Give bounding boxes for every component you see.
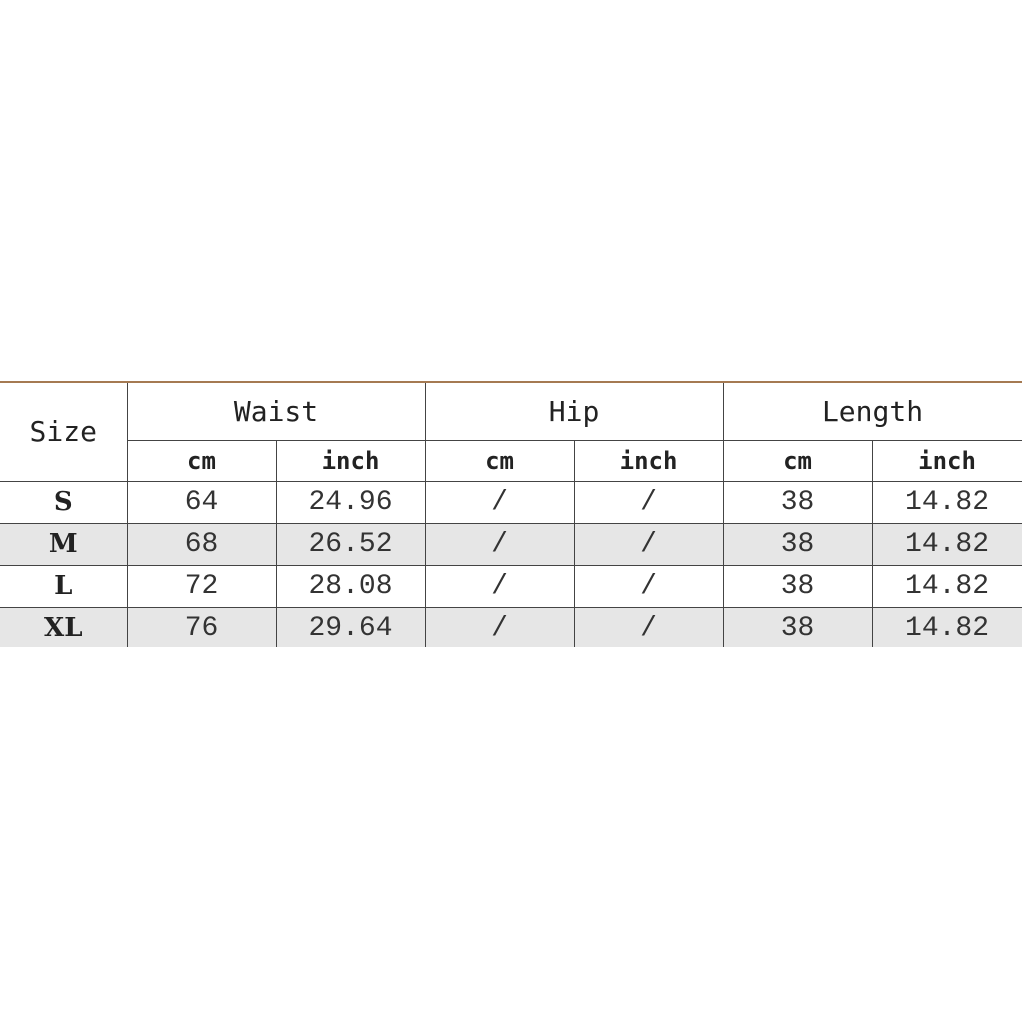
size-cell: S <box>0 481 128 524</box>
size-cell: M <box>0 522 128 566</box>
length-header: Length <box>722 383 1022 441</box>
value-cell: / <box>573 564 724 608</box>
value-cell: 76 <box>126 606 277 647</box>
size-chart: Size Waist Hip Length cm inch cm inch cm… <box>0 381 1022 647</box>
value-cell: 14.82 <box>871 606 1022 647</box>
value-cell: / <box>424 522 575 566</box>
value-cell: 68 <box>126 522 277 566</box>
value-cell: 14.82 <box>871 564 1022 608</box>
unit-header: cm <box>424 439 575 482</box>
value-cell: / <box>424 606 575 647</box>
size-cell: L <box>0 564 128 608</box>
table-row: S 64 24.96//38 14.82 <box>0 481 1022 524</box>
value-cell: 38 <box>722 481 873 524</box>
value-cell: 38 <box>722 606 873 647</box>
value-cell: / <box>573 481 724 524</box>
size-table: Size Waist Hip Length cm inch cm inch cm… <box>0 383 1022 647</box>
value-cell: / <box>424 481 575 524</box>
value-cell: 26.52 <box>275 522 426 566</box>
value-cell: 14.82 <box>871 481 1022 524</box>
table-row: M 68 26.52//38 14.82 <box>0 522 1022 566</box>
unit-header: inch <box>275 439 426 482</box>
value-cell: / <box>424 564 575 608</box>
value-cell: 72 <box>126 564 277 608</box>
value-cell: 14.82 <box>871 522 1022 566</box>
unit-header: inch <box>871 439 1022 482</box>
value-cell: 28.08 <box>275 564 426 608</box>
value-cell: 24.96 <box>275 481 426 524</box>
value-cell: 38 <box>722 564 873 608</box>
value-cell: 38 <box>722 522 873 566</box>
size-cell: XL <box>0 606 128 647</box>
value-cell: 29.64 <box>275 606 426 647</box>
unit-header: cm <box>127 439 277 482</box>
waist-header: Waist <box>126 383 426 441</box>
size-header: Size <box>0 383 128 482</box>
header-row-groups: Size Waist Hip Length <box>0 383 1022 482</box>
value-cell: 64 <box>126 481 277 524</box>
unit-header: cm <box>722 439 873 482</box>
header-row-units: cm inch cm inch cm inch <box>0 439 1022 482</box>
table-row: XL 76 29.64//38 14.82 <box>0 606 1022 647</box>
table-row: L 72 28.08//38 14.82 <box>0 564 1022 608</box>
value-cell: / <box>573 522 724 566</box>
hip-header: Hip <box>424 383 724 441</box>
value-cell: / <box>573 606 724 647</box>
unit-header: inch <box>573 439 724 482</box>
